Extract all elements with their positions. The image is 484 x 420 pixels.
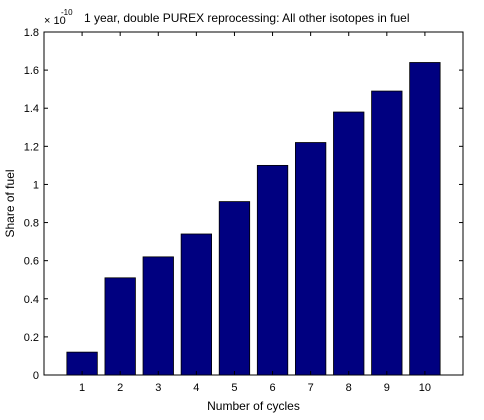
- y-tick-label: 0.6: [24, 256, 39, 268]
- y-tick-label: 1: [33, 179, 39, 191]
- bar-cycle-5: [218, 201, 251, 376]
- x-tick-label: 8: [346, 382, 352, 394]
- y-tick-label: 0: [33, 370, 39, 382]
- x-tick-label: 1: [79, 382, 85, 394]
- bar-cycle-8: [333, 111, 365, 376]
- y-tick-label: 1.4: [24, 103, 39, 115]
- x-axis-label: Number of cycles: [207, 399, 300, 413]
- x-tick-label: 7: [308, 382, 314, 394]
- bar-cycle-6: [256, 164, 289, 376]
- x-tick-label: 4: [193, 382, 199, 394]
- bar-cycle-9: [371, 90, 403, 376]
- y-tick-label: 0.8: [24, 218, 39, 230]
- y-tick-label: 0.4: [24, 294, 39, 306]
- y-tick-label: 1.2: [24, 141, 39, 153]
- bar-cycle-2: [104, 277, 136, 376]
- x-tick-label: 5: [231, 382, 237, 394]
- y-multiplier-base: × 10: [44, 15, 66, 27]
- bar-cycle-4: [180, 233, 213, 376]
- y-tick-label: 1.6: [24, 65, 39, 77]
- bar-cycle-7: [294, 142, 327, 376]
- chart-title: 1 year, double PUREX reprocessing: All o…: [84, 11, 410, 25]
- bar-cycle-10: [409, 62, 441, 376]
- bars-group: [66, 62, 441, 376]
- x-tick-label: 3: [155, 382, 161, 394]
- y-tick-label: 0.2: [24, 332, 39, 344]
- y-ticks-group: 0 0.2 0.4 0.6 0.8 1 1.2 1.4 1.6 1.8: [24, 27, 463, 382]
- y-axis-label: Share of fuel: [3, 169, 17, 237]
- x-tick-label: 6: [269, 382, 275, 394]
- y-multiplier-exponent: -10: [61, 8, 73, 17]
- x-tick-label: 2: [117, 382, 123, 394]
- x-tick-label: 9: [384, 382, 390, 394]
- x-ticks-group: 1 2 3 4 5 6 7 8 9 10: [79, 32, 431, 394]
- x-tick-label: 10: [419, 382, 431, 394]
- y-tick-label: 1.8: [24, 27, 39, 39]
- bar-cycle-3: [142, 256, 174, 376]
